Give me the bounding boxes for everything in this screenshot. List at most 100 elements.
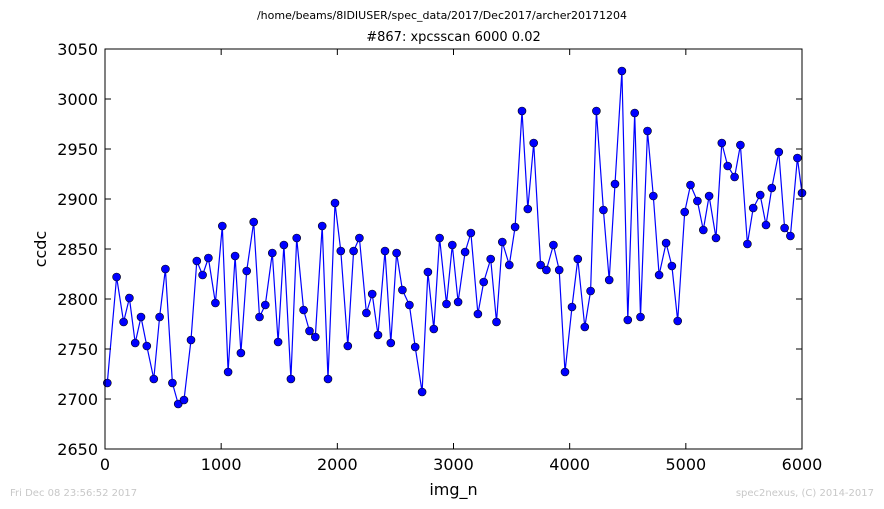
data-point — [223, 367, 233, 377]
y-tick-label: 2700 — [57, 390, 98, 409]
data-point — [486, 254, 496, 264]
y-tick-label: 3050 — [57, 40, 98, 59]
data-point — [667, 261, 677, 271]
x-tick-label: 6000 — [782, 455, 823, 474]
data-point — [125, 293, 134, 303]
data-point — [761, 220, 771, 230]
data-point — [711, 233, 721, 243]
data-point — [192, 256, 202, 266]
data-point — [435, 233, 444, 243]
data-point — [610, 179, 620, 189]
data-point — [279, 240, 289, 250]
data-point — [242, 266, 251, 276]
data-point — [510, 222, 520, 232]
data-point — [161, 264, 170, 274]
data-point — [473, 309, 483, 319]
data-point — [355, 233, 364, 243]
data-point — [599, 205, 608, 215]
data-point — [536, 260, 545, 270]
data-point — [373, 330, 383, 340]
data-point — [523, 204, 533, 214]
data-point — [336, 246, 346, 256]
data-point — [466, 228, 476, 238]
data-point — [292, 233, 302, 243]
data-point — [362, 308, 371, 318]
data-point — [560, 367, 570, 377]
data-point — [410, 342, 420, 352]
data-point — [517, 106, 527, 116]
data-point — [249, 217, 258, 227]
data-point — [305, 326, 314, 336]
data-point — [204, 253, 213, 263]
data-point — [630, 108, 640, 118]
y-tick-label: 3000 — [57, 90, 98, 109]
data-point — [704, 191, 714, 201]
data-point — [736, 140, 745, 150]
data-point — [636, 312, 645, 322]
data-point — [504, 260, 514, 270]
data-point — [673, 316, 683, 326]
data-point — [168, 378, 177, 388]
data-point — [479, 277, 489, 287]
data-point — [186, 335, 196, 345]
data-point — [119, 317, 128, 327]
data-point — [398, 285, 407, 295]
data-point — [592, 106, 601, 116]
y-tick-label: 2750 — [57, 340, 98, 359]
data-point — [755, 190, 765, 200]
data-point — [380, 246, 390, 256]
data-point — [573, 254, 583, 264]
data-point — [423, 267, 433, 277]
data-point — [349, 246, 358, 256]
data-point — [130, 338, 140, 348]
x-tick-label: 5000 — [665, 455, 706, 474]
data-point — [179, 395, 189, 405]
y-tick-label: 2850 — [57, 240, 98, 259]
data-point — [549, 240, 558, 250]
data-point — [392, 248, 401, 258]
figure-suptitle: /home/beams/8IDIUSER/spec_data/2017/Dec2… — [256, 9, 628, 22]
footer-credit: spec2nexus, (C) 2014-2017 — [735, 488, 874, 499]
data-point — [686, 180, 695, 190]
data-point — [299, 305, 308, 315]
data-point — [723, 161, 733, 171]
x-axis-label: img_n — [429, 480, 477, 500]
data-point — [211, 298, 220, 308]
x-tick-label: 3000 — [433, 455, 474, 474]
data-point — [492, 317, 501, 327]
data-point — [142, 341, 152, 351]
data-point — [554, 265, 564, 275]
data-point — [542, 265, 551, 275]
x-tick-label: 2000 — [317, 455, 358, 474]
data-point — [680, 207, 690, 217]
data-point — [743, 239, 752, 249]
data-point — [273, 337, 283, 347]
data-point — [786, 231, 795, 241]
data-point — [136, 312, 146, 322]
data-point — [386, 338, 396, 348]
data-point — [567, 302, 577, 312]
x-tick-label: 0 — [100, 455, 110, 474]
data-point — [367, 289, 377, 299]
data-point — [343, 341, 353, 351]
data-point — [405, 300, 414, 310]
data-point — [149, 374, 159, 384]
chart-title: #867: xpcsscan 6000 0.02 — [366, 30, 541, 45]
data-point — [429, 324, 439, 334]
data-point — [286, 374, 296, 384]
data-point — [112, 272, 121, 282]
data-point — [218, 221, 227, 231]
y-tick-label: 2800 — [57, 290, 98, 309]
data-point — [447, 240, 457, 250]
data-point — [648, 191, 658, 201]
data-point — [267, 248, 277, 258]
data-point — [529, 138, 539, 148]
data-point — [793, 153, 802, 163]
data-point — [230, 251, 240, 261]
series-line — [106, 70, 803, 405]
y-axis-label: ccdc — [31, 231, 50, 268]
data-point — [236, 348, 246, 358]
data-point — [617, 66, 627, 76]
data-point — [698, 225, 708, 235]
